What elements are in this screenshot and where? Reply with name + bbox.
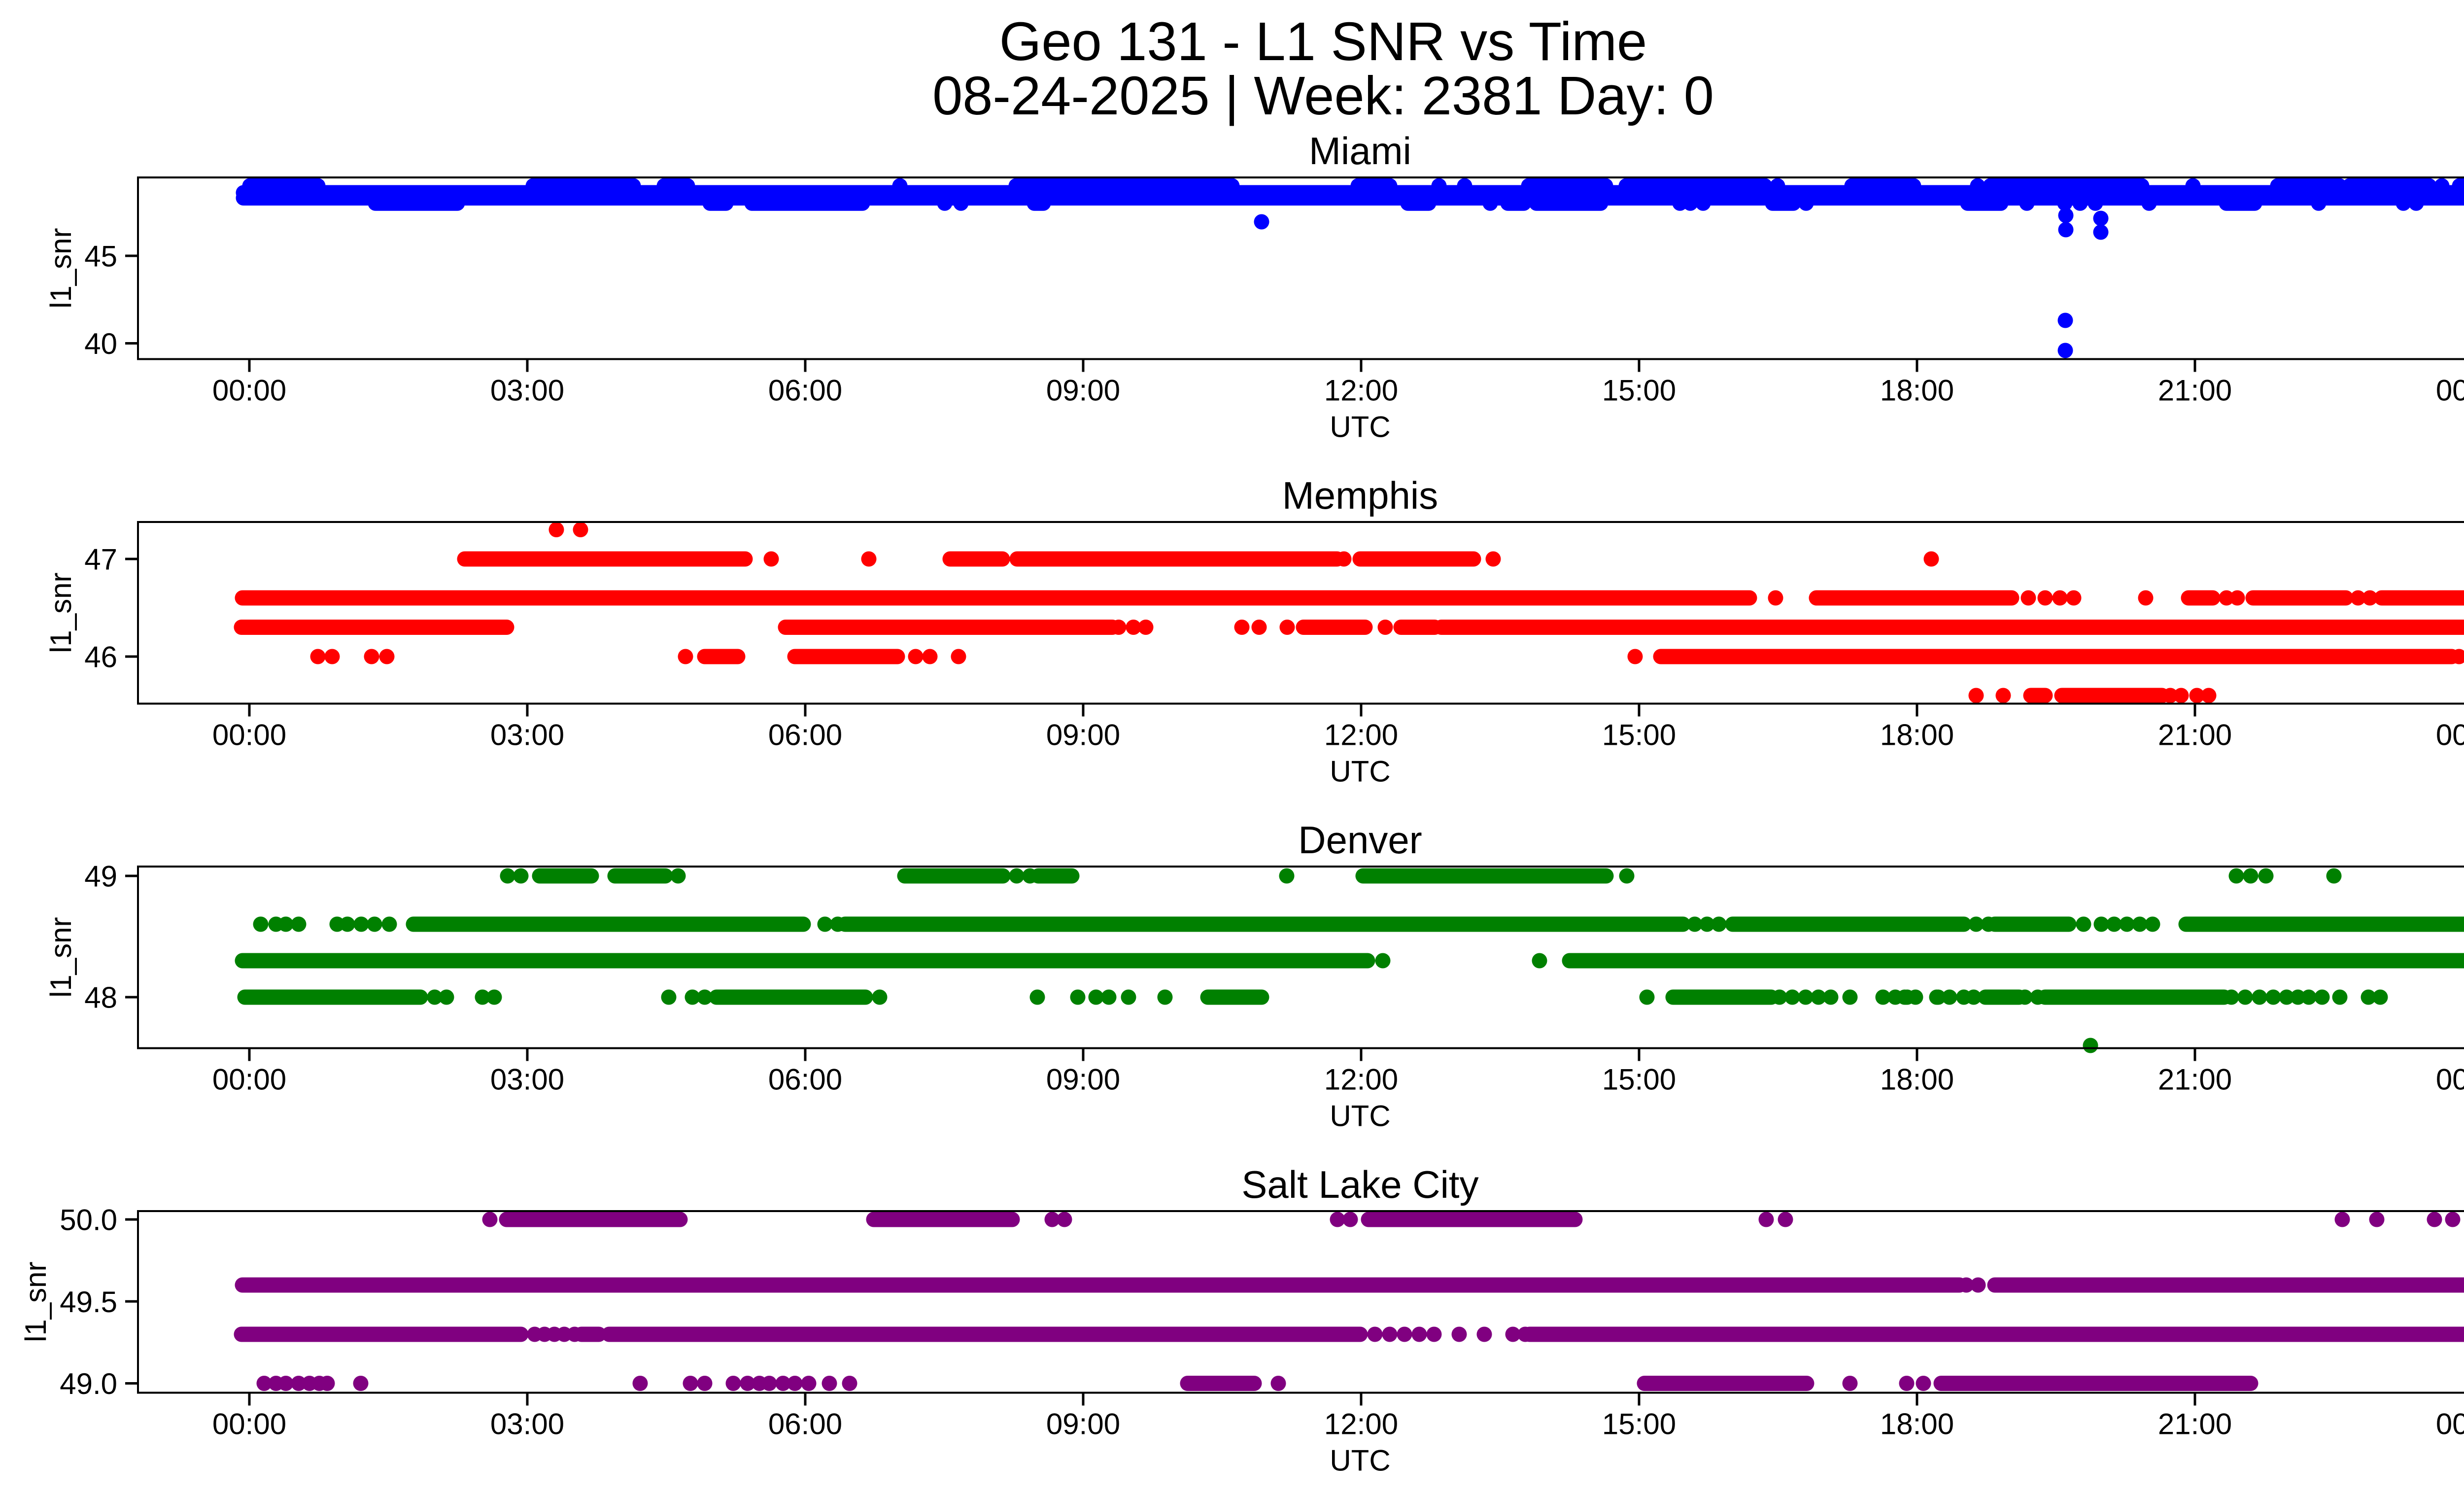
svg-text:l1_snr: l1_snr [44, 917, 77, 997]
svg-text:Miami: Miami [1309, 129, 1411, 173]
svg-text:18:00: 18:00 [1880, 1063, 1954, 1096]
svg-text:09:00: 09:00 [1046, 1063, 1120, 1096]
svg-text:09:00: 09:00 [1046, 719, 1120, 752]
svg-text:06:00: 06:00 [768, 1063, 842, 1096]
svg-text:45: 45 [84, 240, 117, 273]
svg-text:00:00: 00:00 [2436, 1408, 2464, 1441]
svg-text:46: 46 [84, 641, 117, 674]
svg-text:18:00: 18:00 [1880, 719, 1954, 752]
svg-text:49.5: 49.5 [60, 1286, 117, 1319]
svg-text:15:00: 15:00 [1602, 1063, 1676, 1096]
svg-text:15:00: 15:00 [1602, 374, 1676, 407]
svg-text:15:00: 15:00 [1602, 1408, 1676, 1441]
svg-text:00:00: 00:00 [2436, 374, 2464, 407]
svg-text:l1_snr: l1_snr [44, 572, 77, 653]
svg-text:48: 48 [84, 981, 117, 1014]
svg-text:21:00: 21:00 [2158, 1063, 2232, 1096]
svg-text:00:00: 00:00 [2436, 1063, 2464, 1096]
svg-text:49.0: 49.0 [60, 1367, 117, 1400]
svg-text:00:00: 00:00 [212, 374, 286, 407]
svg-text:Memphis: Memphis [1282, 474, 1438, 517]
svg-text:15:00: 15:00 [1602, 719, 1676, 752]
svg-text:03:00: 03:00 [490, 1408, 564, 1441]
svg-text:09:00: 09:00 [1046, 374, 1120, 407]
svg-text:50.0: 50.0 [60, 1204, 117, 1237]
svg-text:l1_snr: l1_snr [44, 228, 77, 308]
svg-text:03:00: 03:00 [490, 1063, 564, 1096]
svg-text:08-24-2025 | Week: 2381 Day: 0: 08-24-2025 | Week: 2381 Day: 0 [932, 66, 1714, 126]
svg-text:21:00: 21:00 [2158, 719, 2232, 752]
svg-text:00:00: 00:00 [212, 1408, 286, 1441]
svg-text:Geo 131 - L1 SNR vs Time: Geo 131 - L1 SNR vs Time [999, 11, 1647, 72]
svg-text:UTC: UTC [1330, 1444, 1390, 1477]
svg-text:UTC: UTC [1330, 1100, 1390, 1133]
svg-text:12:00: 12:00 [1324, 1408, 1398, 1441]
svg-text:Salt Lake City: Salt Lake City [1241, 1163, 1478, 1206]
svg-text:03:00: 03:00 [490, 374, 564, 407]
svg-text:UTC: UTC [1330, 755, 1390, 788]
svg-text:18:00: 18:00 [1880, 374, 1954, 407]
svg-text:Denver: Denver [1298, 818, 1422, 862]
svg-text:03:00: 03:00 [490, 719, 564, 752]
svg-text:12:00: 12:00 [1324, 1063, 1398, 1096]
svg-text:06:00: 06:00 [768, 719, 842, 752]
svg-text:00:00: 00:00 [212, 719, 286, 752]
svg-text:40: 40 [84, 327, 117, 360]
svg-text:06:00: 06:00 [768, 374, 842, 407]
svg-text:09:00: 09:00 [1046, 1408, 1120, 1441]
svg-text:47: 47 [84, 543, 117, 576]
svg-text:UTC: UTC [1330, 411, 1390, 444]
svg-text:06:00: 06:00 [768, 1408, 842, 1441]
svg-text:21:00: 21:00 [2158, 1408, 2232, 1441]
svg-text:12:00: 12:00 [1324, 374, 1398, 407]
svg-text:49: 49 [84, 860, 117, 893]
svg-text:12:00: 12:00 [1324, 719, 1398, 752]
svg-text:l1_snr: l1_snr [19, 1261, 52, 1342]
svg-text:00:00: 00:00 [212, 1063, 286, 1096]
svg-text:00:00: 00:00 [2436, 719, 2464, 752]
svg-text:18:00: 18:00 [1880, 1408, 1954, 1441]
svg-text:21:00: 21:00 [2158, 374, 2232, 407]
